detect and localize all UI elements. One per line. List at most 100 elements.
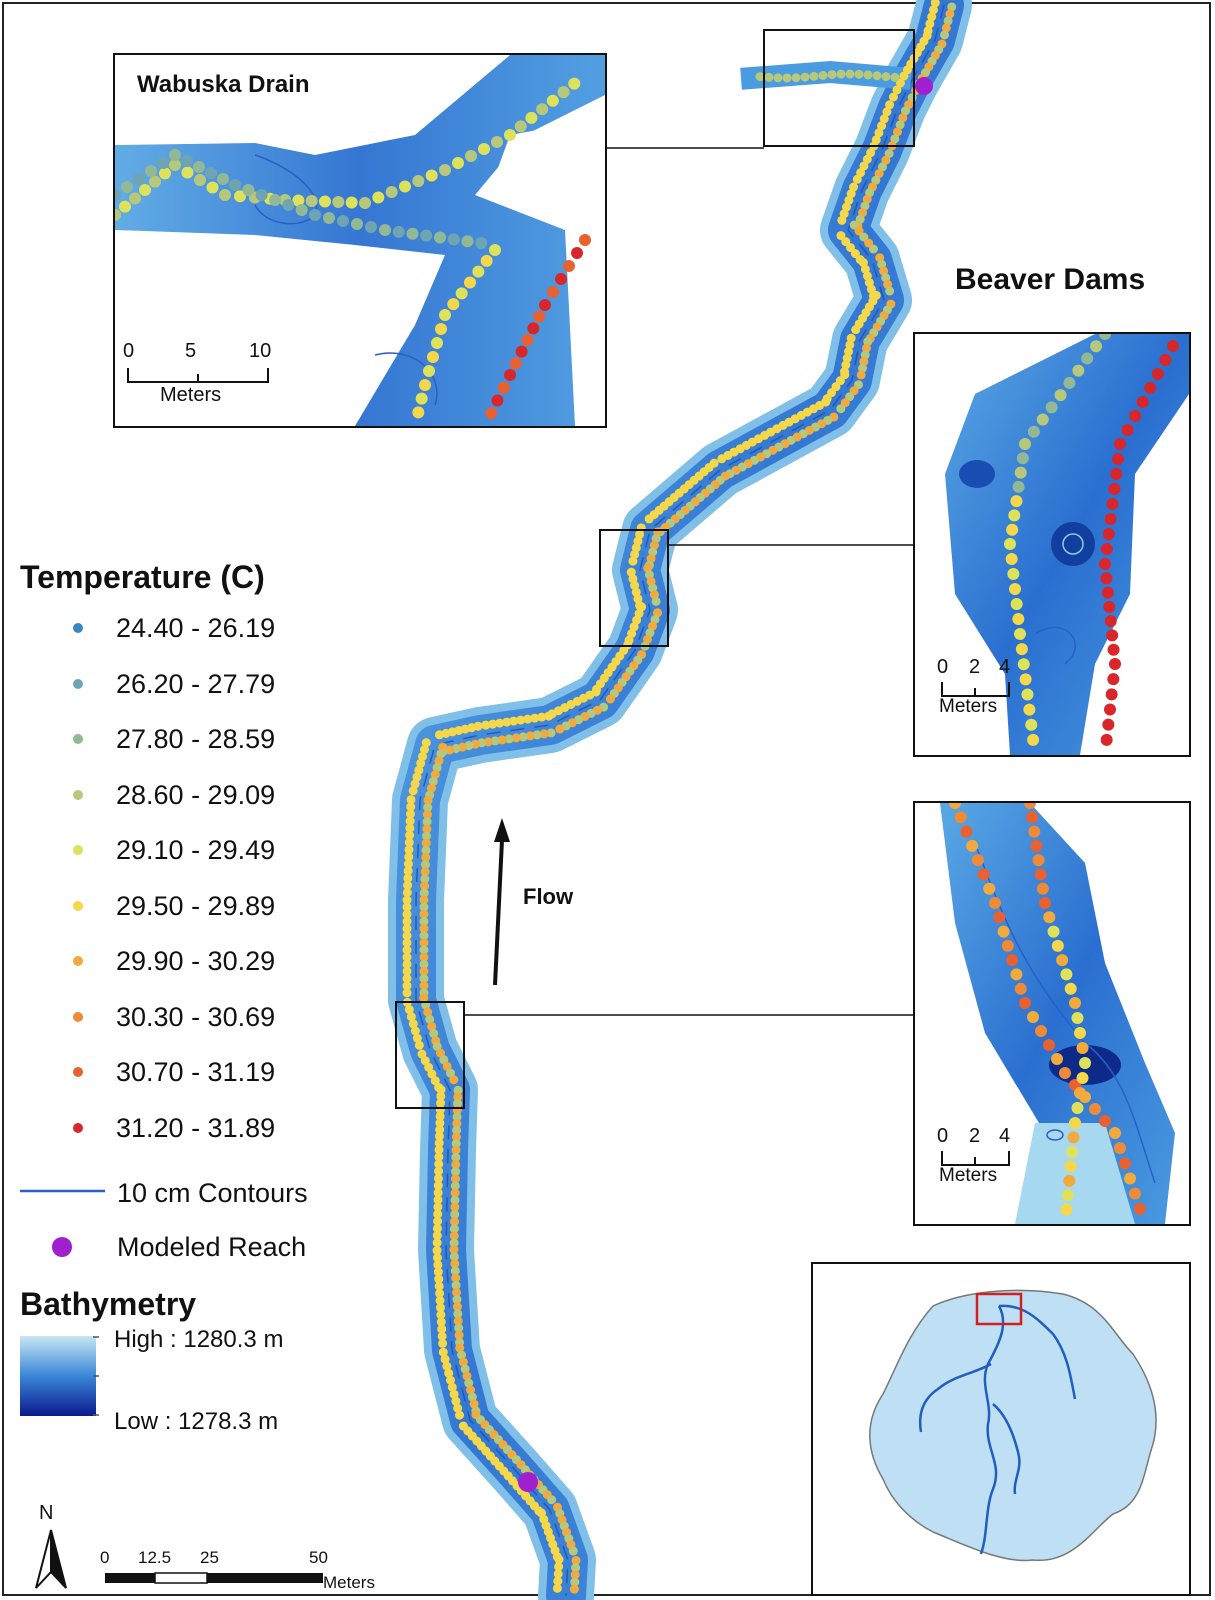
temperature-point [949, 803, 961, 809]
temperature-point [1019, 997, 1031, 1009]
temperature-point [345, 196, 358, 209]
legend-modeled-reach: Modeled Reach [20, 1232, 420, 1262]
legend-swatch [73, 900, 83, 911]
temperature-point [1030, 839, 1043, 852]
legend-range-label: 28.60 - 29.09 [116, 779, 276, 810]
temperature-point [458, 1357, 468, 1367]
temperature-point [450, 1266, 460, 1276]
temperature-point [452, 1295, 462, 1305]
temperature-point [1067, 1131, 1080, 1144]
temperature-point [242, 184, 255, 196]
temperature-point [537, 712, 547, 722]
temperature-point [563, 260, 575, 272]
extent-box-beaver-2 [395, 1001, 465, 1109]
temperature-point [450, 1217, 460, 1227]
temperature-point [323, 212, 335, 224]
temperature-point [402, 931, 412, 941]
temperature-point [406, 795, 416, 805]
temperature-point [419, 895, 429, 905]
temperature-point [420, 229, 433, 242]
temperature-point [419, 945, 429, 955]
temperature-point [402, 952, 412, 962]
temperature-point [571, 1563, 581, 1573]
temperature-point [422, 810, 432, 820]
temperature-point [827, 70, 837, 80]
legend-temperature-class: 31.20 - 31.89 [20, 1113, 380, 1143]
temperature-point [403, 866, 413, 876]
temperature-point [945, 9, 955, 19]
temperature-point [892, 127, 902, 137]
temperature-point [845, 69, 855, 79]
temperature-point [509, 357, 522, 370]
temperature-point [217, 173, 229, 185]
temperature-point [450, 1174, 460, 1184]
temperature-point [403, 873, 413, 883]
temperature-point [433, 1181, 443, 1191]
temperature-point [159, 167, 171, 180]
temperature-point [432, 1238, 442, 1248]
temperature-point [404, 837, 414, 847]
temperature-point [1010, 968, 1023, 981]
temperature-point [295, 204, 308, 216]
legend-temperature-class: 24.40 - 26.19 [20, 613, 380, 643]
temperature-point [434, 1131, 444, 1141]
temperature-point [432, 1253, 442, 1263]
legend-temperature-class: 30.30 - 30.69 [20, 1002, 380, 1032]
temperature-point [433, 1188, 443, 1198]
temperature-point [450, 1202, 460, 1212]
temperature-point [234, 190, 246, 203]
shallow-area [1015, 1123, 1135, 1224]
temperature-point [269, 194, 281, 206]
temperature-point [552, 1583, 562, 1593]
modeled-reach-swatch [52, 1237, 72, 1257]
temperature-point [129, 192, 141, 205]
temperature-point [145, 165, 157, 177]
bathymetry-legend-title: Bathymetry [20, 1286, 197, 1322]
temperature-point [899, 71, 909, 81]
temperature-point [139, 184, 151, 196]
temperature-point [1159, 354, 1172, 366]
temperature-point [206, 181, 219, 194]
temperature-point [1114, 438, 1126, 450]
temperature-point [453, 1085, 463, 1095]
temperature-point [427, 351, 439, 363]
temperature-point [405, 823, 415, 833]
temperature-point [405, 816, 415, 826]
temperature-point [1063, 376, 1076, 389]
temperature-point [402, 887, 412, 897]
temperature-point [1005, 553, 1018, 565]
temperature-point [1054, 389, 1067, 402]
temperature-point [455, 1343, 465, 1353]
temperature-point [405, 809, 415, 819]
temperature-point [427, 1021, 437, 1031]
temperature-point [440, 1354, 450, 1364]
temperature-point [422, 831, 432, 841]
temperature-point [229, 179, 241, 191]
temperature-point [433, 1260, 443, 1270]
temperature-point [568, 1546, 578, 1556]
temperature-point [1045, 401, 1058, 414]
temperature-point [628, 556, 638, 566]
temperature-point [1004, 538, 1016, 550]
temperature-point [605, 694, 615, 704]
temperature-point [423, 365, 435, 377]
temperature-point [1043, 911, 1056, 924]
temperature-point [461, 235, 474, 248]
temperature-point [453, 1403, 463, 1413]
temperature-point [553, 1569, 563, 1579]
temperature-point [115, 209, 121, 221]
beaver-dams-title: Beaver Dams [955, 263, 1146, 296]
temperature-point [651, 596, 661, 606]
temperature-point [525, 111, 538, 124]
temperature-point [885, 286, 895, 296]
temperature-point [464, 276, 476, 289]
temperature-point [402, 902, 412, 912]
temperature-point [539, 299, 551, 311]
temperature-point [419, 888, 429, 898]
temperature-point [149, 175, 161, 188]
temperature-point [478, 143, 490, 155]
temperature-point [1039, 897, 1051, 909]
temperature-point [434, 231, 446, 244]
legend-swatch [73, 789, 83, 800]
